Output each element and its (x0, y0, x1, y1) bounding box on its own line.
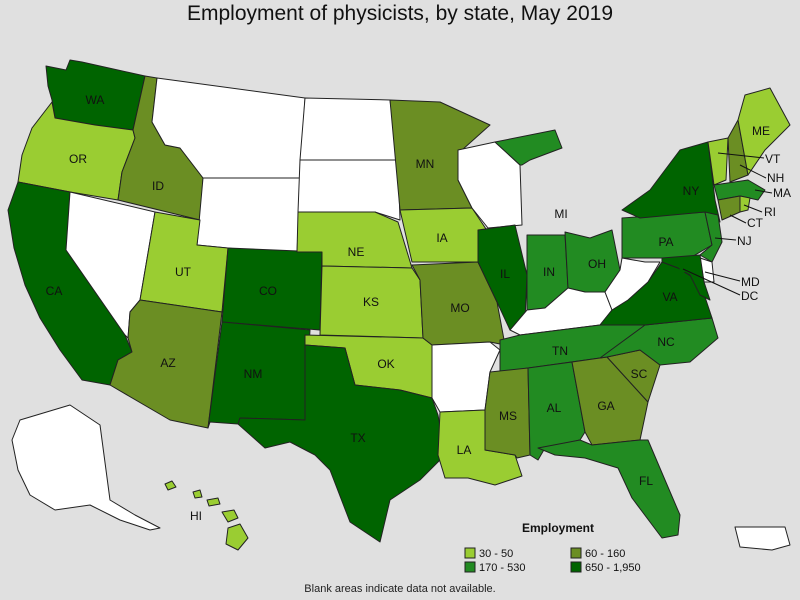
label-vt: VT (765, 152, 781, 166)
label-wa: WA (86, 93, 105, 107)
legend-title: Employment (522, 521, 594, 535)
label-fl: FL (639, 474, 653, 488)
state-labels: WA OR CA ID UT AZ CO NM NE KS OK TX MN I… (46, 93, 791, 523)
label-al: AL (547, 401, 562, 415)
state-ct[interactable] (717, 195, 741, 221)
label-mi: MI (554, 207, 567, 221)
label-ri: RI (764, 205, 776, 219)
label-ia: IA (436, 231, 447, 245)
legend-label-b3: 170 - 530 (479, 562, 525, 574)
label-pa: PA (658, 235, 673, 249)
state-sd[interactable] (297, 159, 401, 221)
state-me[interactable] (737, 87, 791, 176)
legend-label-b1: 30 - 50 (479, 548, 513, 560)
state-vt[interactable] (707, 137, 729, 186)
label-nm: NM (244, 367, 263, 381)
state-ri[interactable] (739, 195, 751, 213)
label-ct: CT (747, 216, 764, 230)
label-ne: NE (348, 245, 365, 259)
label-oh: OH (588, 257, 606, 271)
label-ks: KS (363, 295, 379, 309)
label-ca: CA (46, 284, 63, 298)
label-or: OR (69, 152, 87, 166)
legend-label-b2: 60 - 160 (585, 548, 625, 560)
legend-label-b4: 650 - 1,950 (585, 562, 641, 574)
state-hi[interactable] (164, 480, 249, 551)
label-az: AZ (160, 356, 175, 370)
state-mi[interactable] (494, 129, 563, 166)
label-me: ME (752, 124, 770, 138)
state-ak[interactable] (11, 404, 161, 531)
label-va: VA (662, 290, 677, 304)
label-mn: MN (416, 157, 435, 171)
label-il: IL (500, 267, 510, 281)
legend-swatch-b1 (464, 547, 476, 559)
label-ma: MA (773, 186, 791, 200)
label-nh: NH (767, 171, 784, 185)
state-fl[interactable] (537, 439, 681, 539)
state-tx[interactable] (237, 344, 446, 543)
label-dc: DC (741, 289, 759, 303)
legend-swatch-b2 (570, 547, 582, 559)
legend-swatch-b4 (570, 561, 582, 573)
territory-pr[interactable] (734, 526, 791, 551)
label-la: LA (457, 443, 472, 457)
label-ny: NY (683, 184, 700, 198)
label-id: ID (152, 179, 164, 193)
leader-lines (682, 152, 773, 296)
label-tn: TN (552, 344, 568, 358)
label-in: IN (543, 265, 555, 279)
map-title: Employment of physicists, by state, May … (186, 2, 614, 25)
state-wv[interactable] (604, 257, 661, 311)
legend: Employment 30 - 50 60 - 160 170 - 530 65… (464, 521, 641, 574)
label-mo: MO (450, 301, 469, 315)
label-ok: OK (377, 357, 394, 371)
label-nc: NC (657, 335, 675, 349)
state-md[interactable] (661, 254, 711, 301)
label-ga: GA (597, 399, 614, 413)
state-ny[interactable] (621, 141, 721, 223)
state-nd[interactable] (299, 97, 399, 161)
label-tx: TX (350, 431, 365, 445)
state-az[interactable] (109, 299, 223, 429)
label-ut: UT (175, 265, 192, 279)
label-ms: MS (499, 409, 517, 423)
footnote: Blank areas indicate data not available. (304, 583, 496, 595)
label-hi: HI (190, 509, 202, 523)
label-sc: SC (631, 367, 648, 381)
label-md: MD (741, 275, 760, 289)
label-co: CO (259, 284, 277, 298)
legend-swatch-b3 (464, 561, 476, 573)
label-nj: NJ (737, 234, 752, 248)
state-wy[interactable] (196, 177, 301, 256)
